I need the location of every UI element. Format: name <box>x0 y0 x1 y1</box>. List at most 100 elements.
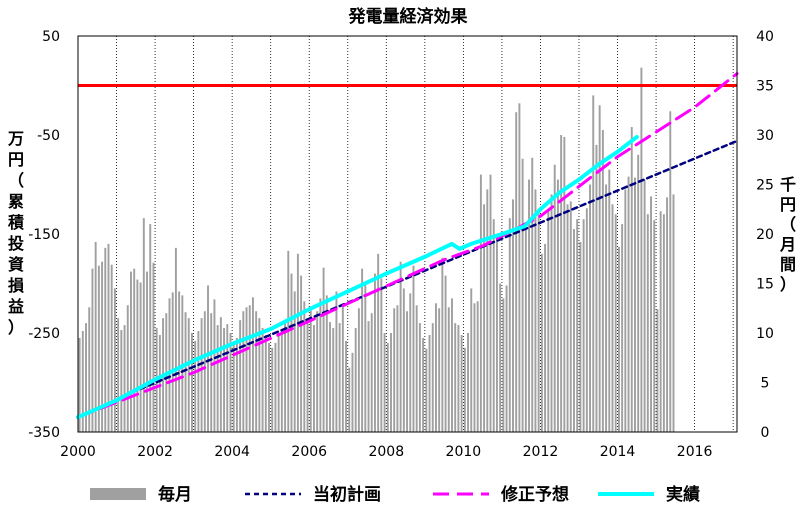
bar <box>191 333 193 432</box>
bar <box>319 298 322 432</box>
bar <box>444 275 447 432</box>
axis-label-char: ） <box>8 318 24 337</box>
bar <box>268 342 270 432</box>
bar <box>152 262 155 432</box>
axis-label-char: 投 <box>8 234 24 253</box>
bar <box>595 144 598 432</box>
bar <box>149 224 152 432</box>
bar <box>264 334 267 432</box>
bar <box>91 268 94 432</box>
bar <box>608 169 611 432</box>
bar <box>207 285 209 432</box>
bar <box>255 311 258 432</box>
bar <box>637 154 640 433</box>
bar <box>377 253 380 432</box>
bar <box>479 174 482 432</box>
bar <box>470 288 473 432</box>
bar <box>563 136 566 433</box>
axis-label-char: 益 <box>8 297 24 316</box>
bar <box>454 323 457 432</box>
bar <box>174 247 177 432</box>
left-tick-label: -150 <box>28 227 60 243</box>
axis-label-char: 積 <box>7 213 25 232</box>
bar <box>483 204 486 432</box>
bar <box>569 201 572 432</box>
bar <box>566 204 569 432</box>
bar <box>239 320 242 432</box>
bar <box>354 328 357 432</box>
bar <box>94 241 97 432</box>
bar <box>463 347 466 432</box>
axis-label-char: 円 <box>780 195 796 214</box>
bar <box>451 298 453 432</box>
bar <box>142 218 145 432</box>
bar <box>390 333 392 432</box>
bar <box>380 278 383 432</box>
bar <box>582 219 585 432</box>
bar <box>428 334 431 432</box>
legend-label: 修正予想 <box>500 484 569 505</box>
x-tick-label: 2004 <box>214 444 250 460</box>
bar <box>245 307 248 432</box>
bar <box>486 189 489 432</box>
bar <box>287 250 290 432</box>
bar <box>361 268 364 432</box>
legend-label: 実績 <box>666 484 700 505</box>
bar <box>300 275 303 432</box>
bar <box>402 288 405 432</box>
bar <box>653 220 656 432</box>
axis-label-char: 累 <box>8 192 24 211</box>
legend-label: 毎月 <box>158 484 192 505</box>
bar <box>415 305 418 432</box>
bar <box>669 111 672 433</box>
bar <box>589 184 591 432</box>
series-line <box>76 72 739 419</box>
x-tick-labels: 2000 2002 2004 2006 2008 2010 2012 2014 2016 <box>60 444 712 460</box>
bar <box>181 295 184 432</box>
bar <box>293 291 296 432</box>
bar <box>357 308 360 432</box>
bar <box>550 194 553 432</box>
bar <box>309 308 312 432</box>
bar <box>312 325 315 432</box>
bar <box>617 246 620 432</box>
bar <box>248 305 251 432</box>
bar <box>296 253 299 432</box>
bar <box>640 67 643 433</box>
bar <box>146 271 148 432</box>
bar <box>406 311 409 432</box>
bar <box>531 157 534 432</box>
bar <box>556 179 559 432</box>
bar <box>630 127 633 432</box>
bar <box>338 323 341 432</box>
bar <box>335 291 338 432</box>
bar <box>213 299 216 432</box>
bar <box>104 247 107 432</box>
bar <box>219 317 222 432</box>
bar <box>476 301 479 432</box>
series-lines <box>76 72 739 420</box>
bar <box>646 214 649 432</box>
plot-frame <box>77 35 738 433</box>
bar <box>325 295 328 432</box>
bar <box>226 324 229 432</box>
right-tick-label: 0 <box>761 425 770 441</box>
bar <box>107 243 110 432</box>
bar <box>624 189 627 432</box>
bar <box>537 209 540 432</box>
bar <box>184 312 187 432</box>
bar <box>431 323 434 432</box>
bar <box>399 261 402 432</box>
bar <box>97 265 100 432</box>
bar <box>178 291 181 432</box>
right-tick-labels: 40 35 30 25 20 15 10 5 0 <box>756 29 774 441</box>
bar <box>614 214 617 432</box>
bar <box>200 318 203 432</box>
bar <box>502 298 505 432</box>
bar <box>158 334 161 432</box>
x-tick-label: 2012 <box>523 444 559 460</box>
axis-label-char: （ <box>8 171 24 190</box>
bar <box>473 303 476 432</box>
